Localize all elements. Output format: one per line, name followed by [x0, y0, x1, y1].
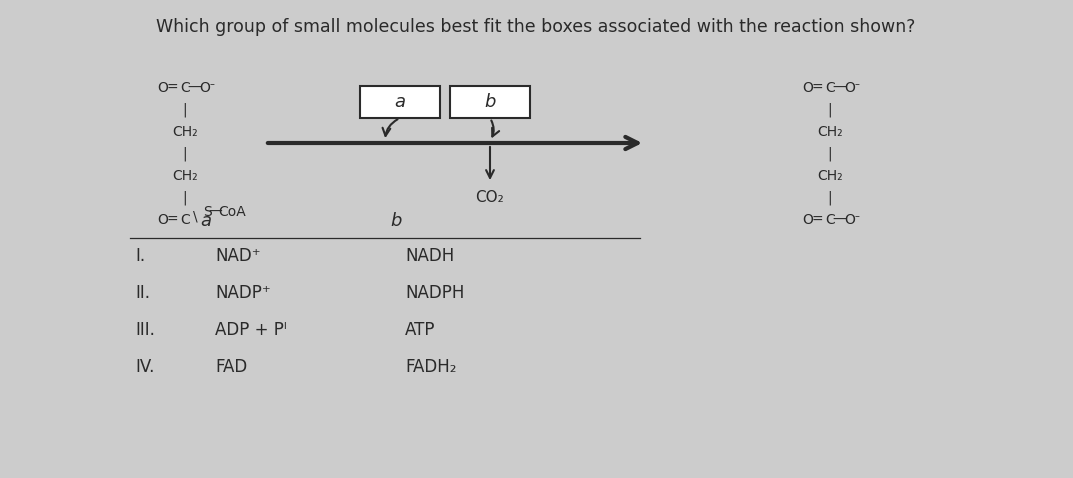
Text: –: – — [209, 79, 215, 89]
Text: —: — — [208, 205, 222, 219]
Text: O: O — [844, 81, 855, 95]
Bar — [450, 86, 530, 118]
Text: CoA: CoA — [218, 205, 246, 219]
Text: FAD: FAD — [215, 358, 247, 376]
Text: \: \ — [193, 209, 197, 223]
Text: =: = — [166, 81, 178, 95]
Text: —: — — [833, 213, 846, 227]
Text: |: | — [827, 147, 833, 161]
Text: C: C — [825, 81, 835, 95]
Text: |: | — [827, 103, 833, 117]
Text: CO₂: CO₂ — [475, 190, 504, 205]
Text: C: C — [180, 213, 190, 227]
Text: C: C — [825, 213, 835, 227]
Text: O: O — [803, 213, 813, 227]
Text: ATP: ATP — [405, 321, 436, 339]
Text: O: O — [844, 213, 855, 227]
Text: III.: III. — [135, 321, 155, 339]
Text: FADH₂: FADH₂ — [405, 358, 456, 376]
Text: IV.: IV. — [135, 358, 155, 376]
Text: ADP + Pᴵ: ADP + Pᴵ — [215, 321, 286, 339]
Text: O: O — [803, 81, 813, 95]
Text: CH₂: CH₂ — [172, 169, 197, 183]
Text: NAD⁺: NAD⁺ — [215, 247, 261, 265]
Text: NADPH: NADPH — [405, 284, 465, 302]
Text: O: O — [158, 213, 168, 227]
Text: =: = — [811, 213, 823, 227]
Text: |: | — [182, 191, 188, 205]
Text: —: — — [187, 81, 201, 95]
Text: CH₂: CH₂ — [818, 169, 842, 183]
Text: b: b — [389, 212, 401, 230]
Text: |: | — [182, 147, 188, 161]
Text: S: S — [203, 205, 211, 219]
Text: CH₂: CH₂ — [172, 125, 197, 139]
Text: I.: I. — [135, 247, 145, 265]
Bar — [361, 86, 440, 118]
Text: =: = — [166, 213, 178, 227]
Text: –: – — [854, 79, 859, 89]
Text: |: | — [827, 191, 833, 205]
Text: b: b — [484, 93, 496, 111]
Text: NADH: NADH — [405, 247, 454, 265]
Text: a: a — [395, 93, 406, 111]
Text: =: = — [811, 81, 823, 95]
Text: —: — — [833, 81, 846, 95]
Text: NADP⁺: NADP⁺ — [215, 284, 270, 302]
Text: O: O — [200, 81, 210, 95]
Text: CH₂: CH₂ — [818, 125, 842, 139]
Text: C: C — [180, 81, 190, 95]
Text: a: a — [200, 212, 211, 230]
Text: –: – — [854, 211, 859, 221]
Text: Which group of small molecules best fit the boxes associated with the reaction s: Which group of small molecules best fit … — [157, 18, 915, 36]
Text: II.: II. — [135, 284, 150, 302]
Text: |: | — [182, 103, 188, 117]
Text: O: O — [158, 81, 168, 95]
